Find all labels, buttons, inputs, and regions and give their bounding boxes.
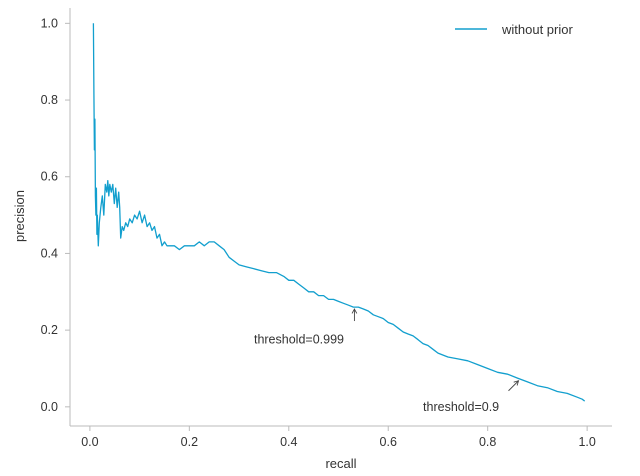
series-layer bbox=[92, 23, 586, 402]
legend: without prior bbox=[455, 22, 573, 37]
y-tick-label: 0.6 bbox=[41, 170, 58, 184]
annotation-arrow bbox=[508, 380, 519, 392]
axes-frame bbox=[69, 8, 612, 427]
x-tick-group: 0.0 0.2 0.4 0.6 0.8 1.0 bbox=[81, 426, 596, 449]
annotation-layer: threshold=0.999 threshold=0.9 bbox=[254, 308, 520, 414]
y-tick-label: 1.0 bbox=[41, 16, 58, 30]
y-tick-group: 0.0 0.2 0.4 0.6 0.8 1.0 bbox=[41, 16, 70, 414]
x-tick-label: 0.8 bbox=[479, 435, 496, 449]
series-line-0 bbox=[92, 23, 586, 402]
annotation-arrowhead bbox=[513, 380, 520, 386]
x-tick-label: 0.6 bbox=[380, 435, 397, 449]
y-tick-label: 0.8 bbox=[41, 93, 58, 107]
y-axis-label: precision bbox=[12, 190, 27, 242]
annotation-label: threshold=0.999 bbox=[254, 333, 344, 347]
y-tick-label: 0.0 bbox=[41, 400, 58, 414]
annotation-label: threshold=0.9 bbox=[423, 400, 499, 414]
y-tick-label: 0.2 bbox=[41, 323, 58, 337]
x-axis-label: recall bbox=[325, 456, 356, 471]
x-tick-label: 0.2 bbox=[181, 435, 198, 449]
x-tick-label: 1.0 bbox=[578, 435, 595, 449]
annotation-arrowhead bbox=[351, 308, 358, 314]
x-tick-label: 0.4 bbox=[280, 435, 297, 449]
legend-label: without prior bbox=[501, 22, 573, 37]
x-tick-label: 0.0 bbox=[81, 435, 98, 449]
y-tick-label: 0.4 bbox=[41, 246, 58, 260]
